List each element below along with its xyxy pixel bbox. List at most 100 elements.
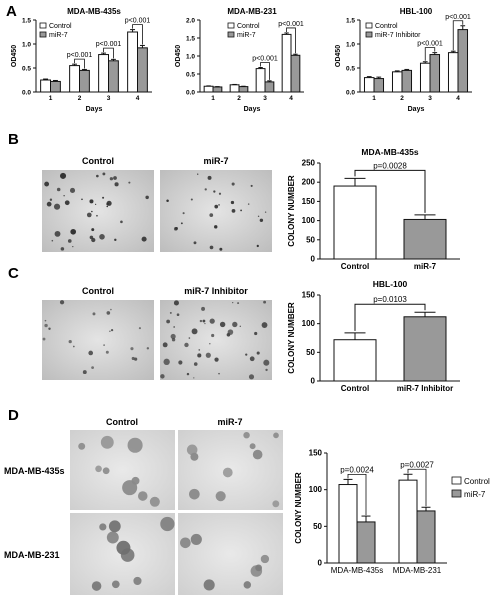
colony xyxy=(96,174,99,178)
colony xyxy=(91,210,93,213)
bar xyxy=(333,339,377,382)
legend-label: Control xyxy=(375,23,398,30)
colony xyxy=(231,209,236,213)
colony xyxy=(114,182,119,187)
colony xyxy=(51,239,54,242)
colony xyxy=(78,442,86,450)
colony xyxy=(102,196,105,199)
colony xyxy=(89,199,94,204)
colony xyxy=(254,331,258,336)
colony xyxy=(252,449,263,460)
colony xyxy=(202,319,206,323)
colony xyxy=(249,356,255,362)
y-tick-label: 50 xyxy=(306,348,315,357)
colony xyxy=(46,201,52,207)
colony xyxy=(186,372,190,376)
p-value: p<0.001 xyxy=(67,52,93,59)
photo-label-d-row-231: MDA-MB-231 xyxy=(4,550,60,560)
bar xyxy=(127,31,138,93)
colony xyxy=(180,222,183,225)
p-value: p<0.001 xyxy=(125,18,151,25)
legend-label: Control xyxy=(237,23,260,30)
significance-bracket xyxy=(132,24,143,45)
colony xyxy=(256,351,260,355)
colony xyxy=(259,218,264,223)
colony xyxy=(256,244,259,248)
colony xyxy=(218,372,220,375)
colony xyxy=(114,238,117,242)
photo-b-control xyxy=(42,170,154,252)
colony xyxy=(122,480,138,496)
legend-label: miR-7 Inhibitor xyxy=(375,32,421,39)
bar xyxy=(212,86,223,93)
bar xyxy=(429,54,441,93)
colony xyxy=(49,198,53,201)
colony xyxy=(249,443,256,450)
x-axis-label: Days xyxy=(86,106,103,113)
colony xyxy=(72,245,74,248)
colony xyxy=(247,203,250,205)
y-tick-label: 0 xyxy=(311,255,316,264)
colony xyxy=(248,374,255,380)
bar xyxy=(98,54,109,93)
colony xyxy=(108,520,121,533)
colony xyxy=(190,198,193,201)
p-value: p<0.001 xyxy=(278,21,304,28)
colony xyxy=(189,488,200,500)
colony xyxy=(110,308,112,311)
y-tick-label: 150 xyxy=(302,197,316,206)
colony xyxy=(243,431,250,439)
bar xyxy=(229,84,240,93)
colony xyxy=(197,173,199,175)
colony xyxy=(230,200,235,205)
bar xyxy=(69,65,80,93)
photo-d-435s-control xyxy=(70,430,175,510)
p-value: p<0.001 xyxy=(252,56,278,63)
x-tick-label: 2 xyxy=(78,95,82,102)
y-axis-label: OD450 xyxy=(335,45,342,67)
bar xyxy=(290,54,301,93)
y-tick-label: 100 xyxy=(309,485,323,494)
colony xyxy=(176,313,180,317)
colony xyxy=(109,177,114,181)
legend-swatch xyxy=(227,22,235,29)
bar xyxy=(457,29,469,93)
colony xyxy=(160,374,165,379)
panel-letter-c: C xyxy=(8,265,19,282)
colony xyxy=(138,327,141,330)
colony xyxy=(209,343,211,345)
colony xyxy=(100,435,114,449)
bar xyxy=(363,77,375,93)
colony xyxy=(128,181,131,184)
y-tick-label: 100 xyxy=(302,216,316,225)
chart-title: MDA-MB-435s xyxy=(361,147,418,157)
bar xyxy=(79,69,90,93)
y-tick-label: 200 xyxy=(302,178,316,187)
colony xyxy=(166,319,171,324)
legend-label: Control xyxy=(49,23,72,30)
x-tick-label: Control xyxy=(341,384,369,393)
bar xyxy=(281,33,292,93)
colony xyxy=(188,337,191,339)
colony xyxy=(250,184,253,187)
photo-c-control xyxy=(42,300,154,380)
y-tick-label: 1.5 xyxy=(186,36,195,43)
legend-swatch xyxy=(451,489,462,498)
colony xyxy=(106,311,111,315)
x-tick-label: 1 xyxy=(372,95,376,102)
bar xyxy=(40,79,51,93)
colony xyxy=(109,330,111,332)
colony xyxy=(113,176,117,180)
legend-label: Control xyxy=(464,477,490,486)
colony xyxy=(99,523,107,531)
colony xyxy=(106,200,112,206)
colony xyxy=(205,352,211,358)
y-tick-label: 150 xyxy=(309,449,323,458)
colony xyxy=(173,300,179,306)
bar xyxy=(416,510,436,564)
colony xyxy=(214,204,219,209)
colony xyxy=(237,302,240,305)
colony xyxy=(170,333,176,340)
colony xyxy=(273,432,279,439)
